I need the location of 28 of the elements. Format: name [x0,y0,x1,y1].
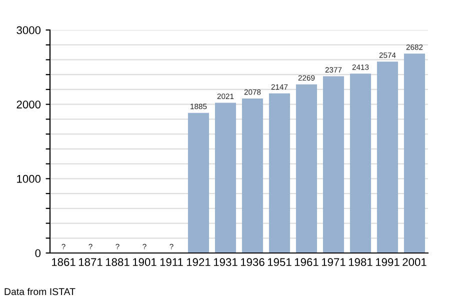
bar [268,93,290,253]
y-tick-label: 1000 [17,174,41,183]
x-tick-label: 1936 [240,258,264,266]
bar [188,112,210,253]
x-tick-label: 2001 [402,258,426,266]
x-tick-label: 1871 [78,258,102,266]
x-tick-label: 1981 [348,258,372,266]
x-tick-label: 1961 [294,258,318,266]
x-tick-label: 1921 [186,258,210,266]
x-tick-label: 1931 [214,258,238,266]
x-tick-label: 1901 [132,258,156,266]
bar [376,62,398,253]
x-tick-label: 1991 [376,258,400,266]
text: Data from ISTAT [4,288,76,296]
y-tick-label: 3000 [16,26,41,34]
y-tick-label: 0 [35,249,41,258]
x-tick-label: 1881 [106,258,130,266]
bar [404,54,426,253]
x-tick-label: 1911 [160,258,183,266]
y-tick-label: 2000 [16,100,41,108]
x-tick-label: 1971 [322,258,346,266]
bar [322,76,344,253]
bar [296,84,318,253]
x-tick-label: 1951 [268,258,292,266]
bar [350,74,372,253]
x-tick-label: 1861 [52,258,76,266]
bar [242,98,264,253]
bar [214,102,236,253]
